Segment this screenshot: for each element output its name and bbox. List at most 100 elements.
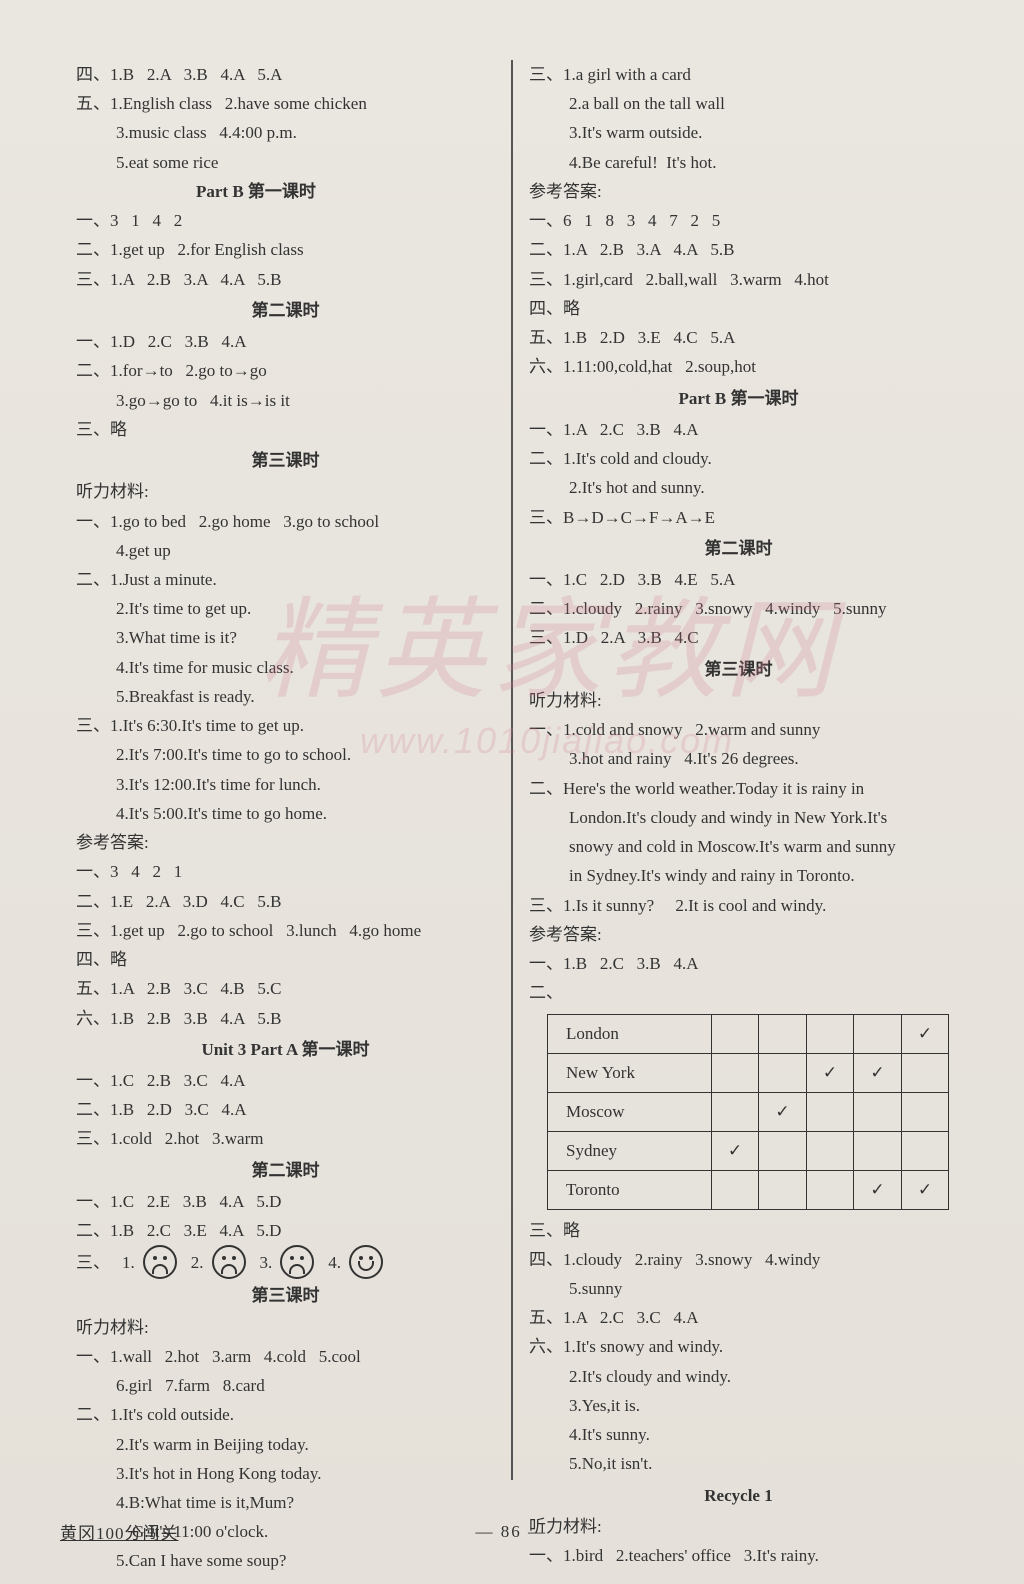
- text-line: 4.Be careful! It's hot.: [529, 148, 948, 177]
- table-row: New York ✓✓: [548, 1053, 949, 1092]
- text-line: 五、1.A 2.C 3.C 4.A: [529, 1303, 948, 1332]
- text-line: 二、1.It's cold and cloudy.: [529, 444, 948, 473]
- page: 精英家教网 www.1010jiajiao.com 四、1.B 2.A 3.B …: [0, 0, 1024, 1584]
- text-line: 5.Can I have some soup?: [76, 1546, 495, 1575]
- table-row: London✓: [548, 1014, 949, 1053]
- text-line: 四、1.cloudy 2.rainy 3.snowy 4.windy: [529, 1245, 948, 1274]
- text-line: 一、6 1 8 3 4 7 2 5: [529, 206, 948, 235]
- section-heading: 第二课时: [76, 1154, 495, 1187]
- text-line: 听力材料:: [76, 1313, 495, 1342]
- text-line: 一、1.go to bed 2.go home 3.go to school: [76, 507, 495, 536]
- text-line: 二、1.B 2.C 3.E 4.A 5.D: [76, 1216, 495, 1245]
- city-cell: New York: [548, 1053, 712, 1092]
- text-line: 三、略: [76, 415, 495, 444]
- text-line: 一、1.wall 2.hot 3.arm 4.cold 5.cool: [76, 1342, 495, 1371]
- text-line: snowy and cold in Moscow.It's warm and s…: [529, 832, 948, 861]
- section-heading: 第二课时: [76, 294, 495, 327]
- text-line: 一、1.cold and snowy 2.warm and sunny: [529, 715, 948, 744]
- text-line: 六、1.It's snowy and windy.: [529, 1332, 948, 1361]
- value-cell: ✓: [759, 1092, 806, 1131]
- text-line: 五、1.B 2.D 3.E 4.C 5.A: [529, 323, 948, 352]
- text-line: 二、1.cloudy 2.rainy 3.snowy 4.windy 5.sun…: [529, 594, 948, 623]
- text-line: 四、略: [529, 294, 948, 323]
- city-cell: Sydney: [548, 1131, 712, 1170]
- sad-face-icon: [212, 1245, 246, 1279]
- text-line: 三、1.get up 2.go to school 3.lunch 4.go h…: [76, 916, 495, 945]
- value-cell: [806, 1170, 853, 1209]
- text-line: 三、1.It's 6:30.It's time to get up.: [76, 711, 495, 740]
- value-cell: [759, 1131, 806, 1170]
- face-number: 3.: [260, 1248, 273, 1277]
- section-heading: 第三课时: [529, 653, 948, 686]
- text-line: 5.No,it isn't.: [529, 1449, 948, 1478]
- value-cell: ✓: [901, 1170, 949, 1209]
- section-heading: 第二课时: [529, 532, 948, 565]
- text-line: 一、3 4 2 1: [76, 857, 495, 886]
- right-column: 三、1.a girl with a card 2.a ball on the t…: [513, 60, 964, 1480]
- value-cell: [901, 1092, 949, 1131]
- text-line: 2.It's cloudy and windy.: [529, 1362, 948, 1391]
- text-line: 一、1.bird 2.teachers' office 3.It's rainy…: [529, 1541, 948, 1570]
- text-line: 三、1.cold 2.hot 3.warm: [76, 1124, 495, 1153]
- text-line: 一、1.C 2.B 3.C 4.A: [76, 1066, 495, 1095]
- table-row: Toronto✓✓: [548, 1170, 949, 1209]
- value-cell: [711, 1170, 758, 1209]
- left-column: 四、1.B 2.A 3.B 4.A 5.A 五、1.English class …: [60, 60, 513, 1480]
- value-cell: [854, 1014, 901, 1053]
- text-line: 一、1.C 2.D 3.B 4.E 5.A: [529, 565, 948, 594]
- text-line: 五、1.A 2.B 3.C 4.B 5.C: [76, 974, 495, 1003]
- text-line: 一、1.C 2.E 3.B 4.A 5.D: [76, 1187, 495, 1216]
- value-cell: [901, 1053, 949, 1092]
- text-line: 三、B→D→C→F→A→E: [529, 503, 948, 532]
- city-cell: Moscow: [548, 1092, 712, 1131]
- text-line: 5.sunny: [529, 1274, 948, 1303]
- value-cell: ✓: [806, 1053, 853, 1092]
- text-line: 六、1.B 2.B 3.B 4.A 5.B: [76, 1004, 495, 1033]
- value-cell: ✓: [854, 1053, 901, 1092]
- value-cell: [711, 1053, 758, 1092]
- text-line: 2.It's warm in Beijing today.: [76, 1430, 495, 1459]
- face-number: 1.: [122, 1248, 135, 1277]
- text-line: 3.It's warm outside.: [529, 118, 948, 147]
- text-line: 3.Yes,it is.: [529, 1391, 948, 1420]
- face-number: 4.: [328, 1248, 341, 1277]
- footer-title: 黄冈100分闯关: [60, 1519, 179, 1544]
- text-line: 二、1.It's cold outside.: [76, 1400, 495, 1429]
- value-cell: ✓: [711, 1131, 758, 1170]
- value-cell: [854, 1131, 901, 1170]
- text-line: 3.It's hot in Hong Kong today.: [76, 1459, 495, 1488]
- value-cell: [711, 1014, 758, 1053]
- text-line: 三、1.girl,card 2.ball,wall 3.warm 4.hot: [529, 265, 948, 294]
- value-cell: [806, 1131, 853, 1170]
- text-line: 参考答案:: [529, 177, 948, 206]
- text-line: 2.It's hot and sunny.: [529, 473, 948, 502]
- text-line: 二、1.Just a minute.: [76, 565, 495, 594]
- text-line: 2.a ball on the tall wall: [529, 89, 948, 118]
- text-line: 3.go→go to 4.it is→is it: [76, 386, 495, 415]
- text-line: 一、1.D 2.C 3.B 4.A: [76, 327, 495, 356]
- text-line: 4.It's time for music class.: [76, 653, 495, 682]
- text-line: 四、1.B 2.A 3.B 4.A 5.A: [76, 60, 495, 89]
- page-footer: 黄冈100分闯关 — 86 —: [60, 1519, 964, 1544]
- city-cell: Toronto: [548, 1170, 712, 1209]
- text-line: 二、: [529, 978, 948, 1007]
- text-line: 四、略: [76, 945, 495, 974]
- text-line: 三、略: [529, 1216, 948, 1245]
- text-line: 听力材料:: [529, 686, 948, 715]
- text-line: 一、1.A 2.C 3.B 4.A: [529, 415, 948, 444]
- section-heading: 第三课时: [76, 1279, 495, 1312]
- table-row: Sydney✓: [548, 1131, 949, 1170]
- faces-prefix: 三、: [76, 1248, 110, 1277]
- value-cell: [759, 1053, 806, 1092]
- text-line: 三、1.D 2.A 3.B 4.C: [529, 623, 948, 652]
- text-line: 三、1.a girl with a card: [529, 60, 948, 89]
- text-line: 二、Here's the world weather.Today it is r…: [529, 774, 948, 803]
- text-line: 二、1.for→to 2.go to→go: [76, 356, 495, 385]
- text-line: 二、1.B 2.D 3.C 4.A: [76, 1095, 495, 1124]
- text-line: London.It's cloudy and windy in New York…: [529, 803, 948, 832]
- text-line: 二、1.get up 2.for English class: [76, 235, 495, 264]
- text-line: 二、1.A 2.B 3.A 4.A 5.B: [529, 235, 948, 264]
- value-cell: [759, 1014, 806, 1053]
- text-line: 4.get up: [76, 536, 495, 565]
- text-line: 3.hot and rainy 4.It's 26 degrees.: [529, 744, 948, 773]
